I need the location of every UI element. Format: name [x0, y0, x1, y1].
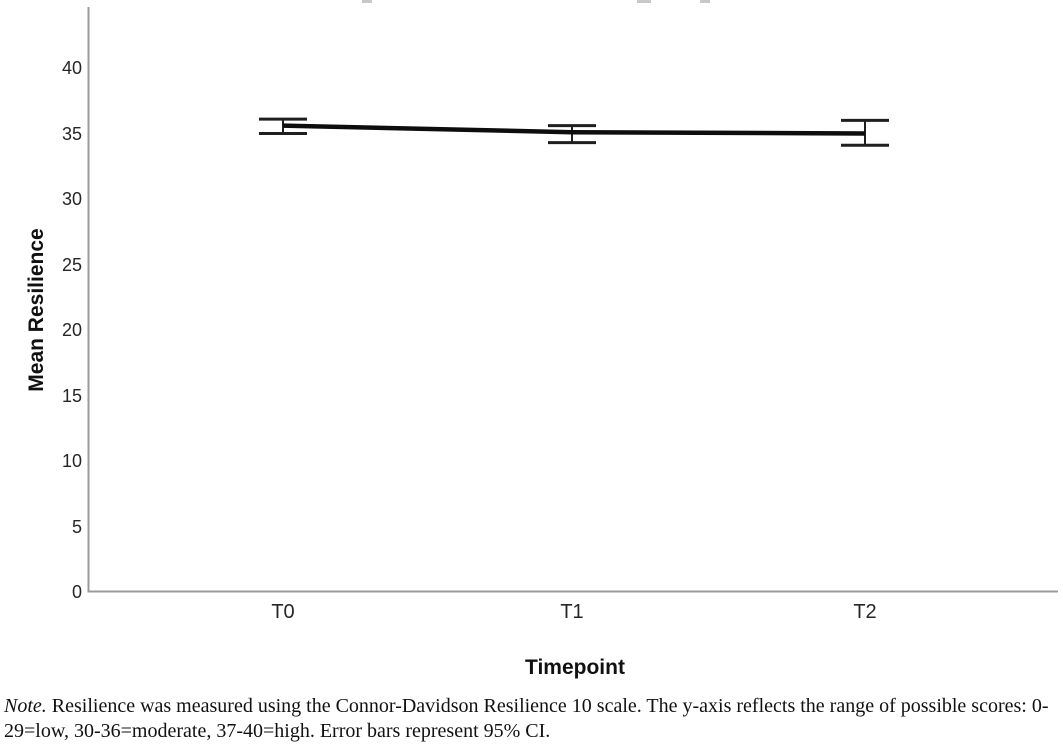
y-tick-label-0: 0	[71, 582, 82, 602]
y-tick-label-5: 5	[71, 516, 82, 537]
x-tick-label-T1: T1	[560, 601, 584, 623]
y-tick-label-20: 20	[61, 320, 82, 340]
y-tick-label-25: 25	[61, 254, 82, 275]
cropped-title-fragment	[362, 0, 372, 3]
x-tick-label-T0: T0	[271, 601, 295, 623]
y-tick-label-35: 35	[61, 123, 82, 144]
note-lead: Note.	[4, 695, 47, 717]
note-body: Resilience was measured using the Connor…	[4, 695, 1049, 742]
y-tick-label-40: 40	[61, 58, 82, 78]
x-tick-label-T2: T2	[853, 601, 877, 623]
y-tick-label-15: 15	[61, 385, 82, 406]
mean-resilience-line	[282, 123, 866, 136]
y-axis-title: Mean Resilience	[25, 228, 48, 392]
cropped-title-fragment	[700, 0, 710, 3]
cropped-title-fragment	[637, 0, 651, 3]
y-tick-label-30: 30	[61, 189, 82, 209]
figure-note: Note. Resilience was measured using the …	[4, 694, 1060, 744]
x-axis-title: Timepoint	[525, 656, 625, 679]
line-chart-canvas	[87, 7, 1058, 593]
y-tick-label-10: 10	[61, 451, 82, 471]
